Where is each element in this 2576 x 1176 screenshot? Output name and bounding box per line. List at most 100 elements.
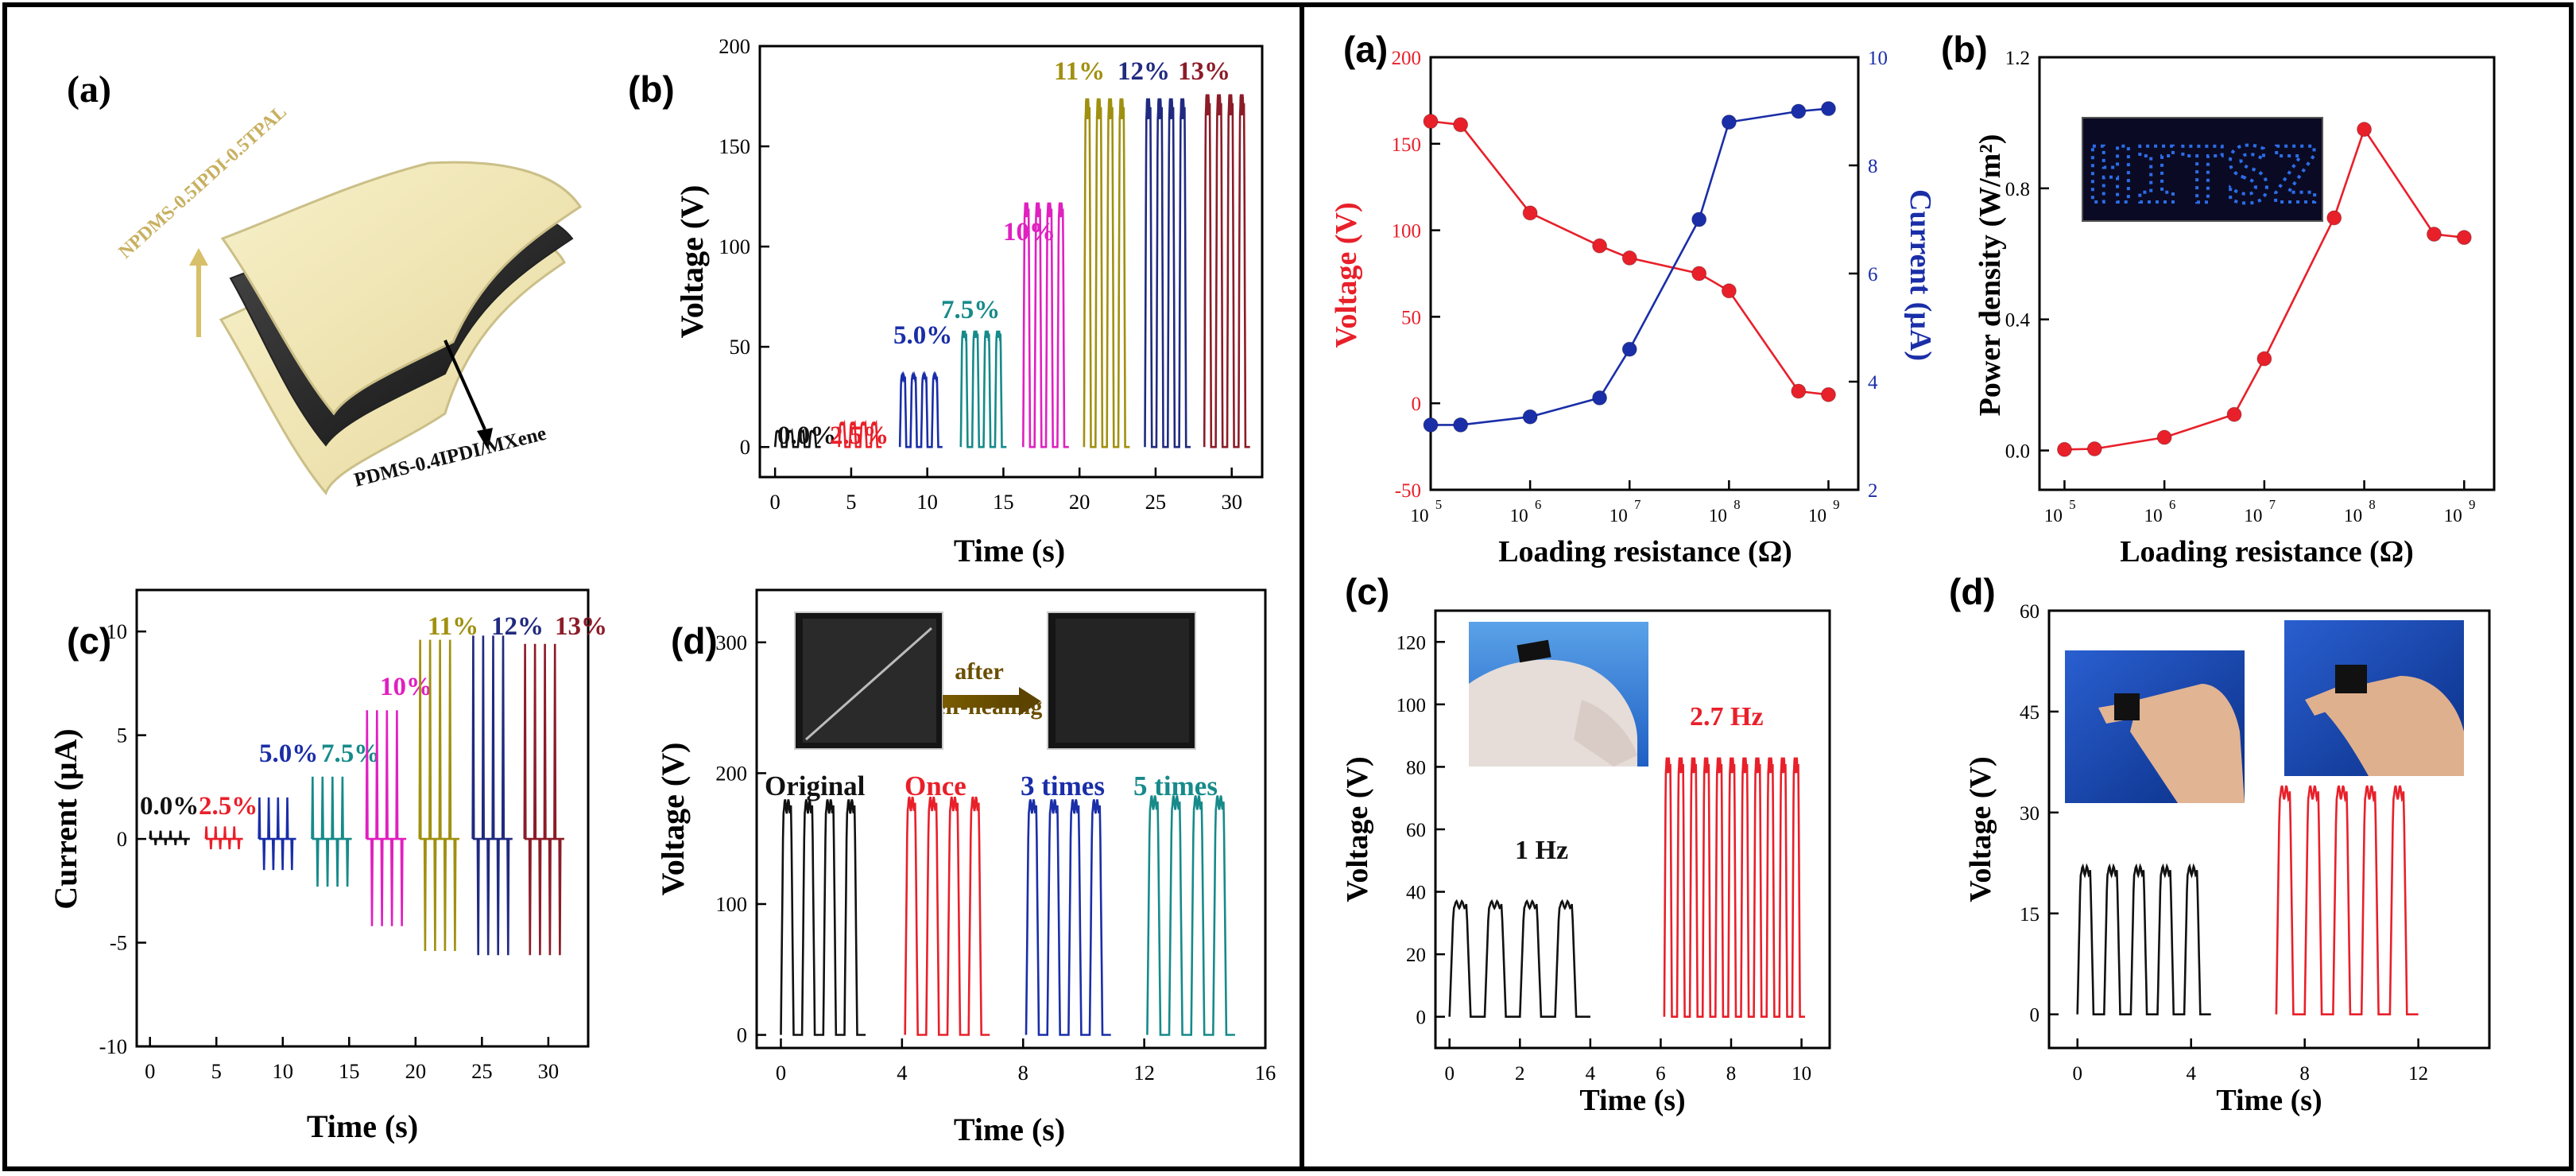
- series-label: 1 Hz: [1515, 836, 1568, 865]
- y-tick-label: 0.0: [2005, 441, 2030, 463]
- series-line: [838, 419, 882, 448]
- y-tick-label: 0: [117, 827, 127, 851]
- left-panel-a: (a) NPDMS-0.5IPDI-0.5TPAL PDMS-0.4IPDI/M…: [67, 68, 583, 496]
- right-figure-border: [1300, 2, 2574, 1171]
- y-axis-label: Current (μA): [48, 728, 83, 909]
- series-line: [258, 797, 296, 871]
- series-label: 5 times: [1133, 770, 1218, 801]
- x-tick-label: 2: [1515, 1063, 1524, 1085]
- series-line: [773, 428, 821, 448]
- x-tick-label: 10: [916, 490, 938, 514]
- plot-frame: [135, 588, 590, 1048]
- x-tick-label: 25: [471, 1059, 493, 1083]
- x-axis-label: Time (s): [307, 1108, 418, 1144]
- y2-tick-label: 10: [1868, 48, 1888, 69]
- data-point: [2256, 351, 2272, 367]
- x-tick-label: 10: [273, 1059, 294, 1083]
- y-tick-label: 50: [1401, 307, 1421, 328]
- series-line: [149, 830, 190, 846]
- x-tick-label: 20: [1069, 490, 1090, 514]
- wrist-hand: [1574, 700, 1637, 767]
- ring-device-right: [2335, 665, 2367, 693]
- series-label: 7.5%: [941, 296, 1000, 324]
- y-tick-label: 200: [1392, 48, 1421, 69]
- x-tick-label: 0: [770, 490, 781, 514]
- healing-inset: [794, 611, 1196, 750]
- data-point: [2156, 429, 2172, 445]
- y-tick-label: 200: [715, 761, 747, 785]
- data-point: [1820, 386, 1836, 402]
- series-line: [365, 710, 407, 926]
- x-tick-label: 6: [1656, 1063, 1665, 1085]
- x-tick-label: 5: [846, 490, 856, 514]
- data-point: [1820, 101, 1836, 117]
- series-line: [1022, 202, 1069, 448]
- y2-tick-label: 8: [1868, 156, 1877, 177]
- panel-label: (d): [1949, 571, 1996, 612]
- series-label: 11%: [428, 612, 478, 641]
- series-line: [1203, 94, 1250, 448]
- x-tick-label: 9: [1833, 497, 1839, 512]
- data-point: [1423, 417, 1439, 433]
- x-tick-label: 30: [538, 1059, 560, 1083]
- x-axis-label: Loading resistance (Ω): [1498, 535, 1792, 569]
- plot-frame: [755, 588, 1267, 1050]
- series-label: Original: [765, 770, 866, 801]
- series-label: 5.0%: [893, 321, 952, 350]
- y-tick-label: -50: [1395, 480, 1421, 502]
- series-line: [471, 635, 513, 956]
- led-inset: HITSZ: [2082, 117, 2323, 222]
- series-label: 10%: [1003, 218, 1056, 246]
- x-tick-label: 30: [1221, 490, 1242, 514]
- x-tick-label: 5: [211, 1059, 222, 1083]
- plot-frame: [2038, 56, 2496, 491]
- series-line: [959, 330, 1007, 448]
- x-tick-label: 9: [2469, 497, 2475, 512]
- data-point: [1691, 266, 1707, 281]
- x-tick-label: 10: [1792, 1063, 1811, 1085]
- series-line: [1448, 898, 1590, 1018]
- y-tick-label: 50: [729, 335, 750, 359]
- y-tick-label: -5: [110, 931, 127, 955]
- y-tick-label: 100: [1396, 695, 1426, 716]
- x-tick-label: 4: [1586, 1063, 1596, 1085]
- x-tick-label: 6: [1535, 497, 1541, 512]
- ring-device-left: [2114, 693, 2140, 720]
- y-tick-label: 80: [1406, 757, 1426, 778]
- annotation-text: after: [955, 658, 1004, 685]
- x-tick-label: 10: [2444, 505, 2462, 526]
- series-label: 2.5%: [199, 792, 258, 821]
- plot-frame: [1429, 56, 1860, 491]
- x-tick-label: 4: [897, 1061, 907, 1085]
- series-line: [1025, 799, 1111, 1036]
- data-point: [1453, 117, 1469, 133]
- y-tick-label: 100: [719, 235, 750, 258]
- data-point: [1721, 114, 1737, 130]
- data-point: [1691, 212, 1707, 227]
- heal-arrow-head: [1019, 687, 1041, 716]
- x-tick-label: 10: [1709, 505, 1727, 526]
- x-tick-label: 8: [1733, 497, 1740, 512]
- x-tick-label: 4: [2186, 1063, 2196, 1085]
- series-label: 2.7 Hz: [1690, 702, 1764, 732]
- series-line: [1663, 757, 1805, 1018]
- y-tick-label: 0: [737, 1023, 747, 1047]
- y2-tick-label: 6: [1868, 264, 1877, 285]
- y2-tick-label: 2: [1868, 480, 1877, 502]
- series-label: 0.0%: [777, 421, 836, 450]
- x-tick-label: 10: [1410, 505, 1428, 526]
- y-tick-label: -10: [99, 1034, 127, 1058]
- y-axis-label: Voltage (V): [655, 743, 691, 896]
- x-tick-label: 15: [339, 1059, 360, 1083]
- x-tick-label: 12: [1133, 1061, 1155, 1085]
- y-tick-label: 30: [2020, 803, 2039, 825]
- series-line: [418, 639, 459, 952]
- y-tick-label: 300: [715, 631, 747, 654]
- chart-r-d: 0 4 8 12 0 15 30 45 60 (d) Time (s) Voltage (V): [1949, 571, 2491, 1117]
- y2-tick-label: 4: [1868, 372, 1878, 394]
- series-label: 13%: [1178, 57, 1230, 86]
- wrist-device: [1517, 639, 1551, 663]
- x-tick-label: 8: [2369, 497, 2375, 512]
- x-tick-label: 7: [1634, 497, 1641, 512]
- y-tick-label: 0.8: [2005, 179, 2030, 200]
